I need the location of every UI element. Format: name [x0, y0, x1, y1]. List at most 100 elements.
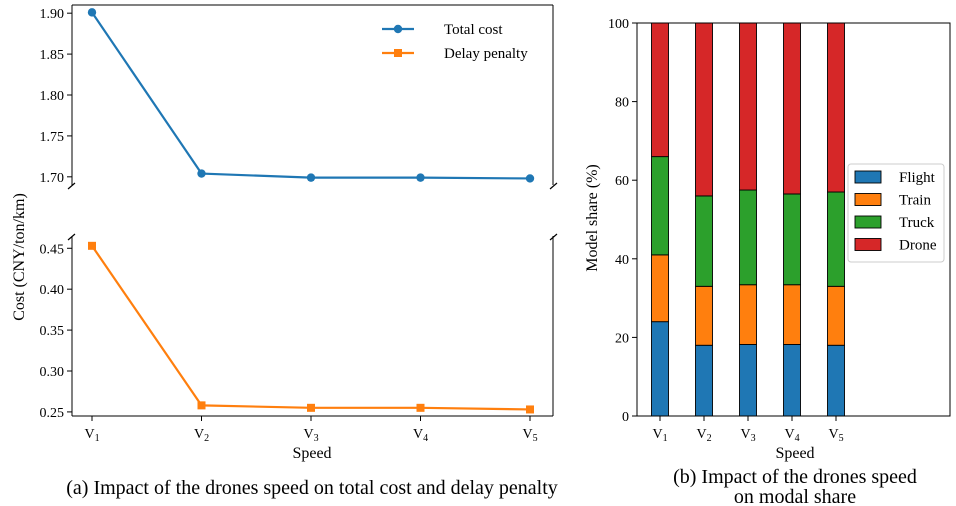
bar-train-v5 — [827, 285, 845, 346]
legend-swatch — [854, 193, 882, 206]
legend-label: Delay penalty — [444, 46, 528, 62]
bar-train-v2 — [695, 285, 713, 346]
x-tick-label: V4 — [413, 427, 428, 444]
legend-marker — [393, 24, 403, 34]
y-tick-label: 60 — [615, 174, 629, 189]
data-point — [525, 174, 535, 183]
y-tick-label: 0.25 — [40, 406, 65, 421]
data-point — [416, 403, 425, 412]
legend-item: Delay penalty — [382, 46, 528, 62]
bar-flight-v3 — [739, 344, 757, 417]
bar-train-v1 — [651, 254, 669, 323]
legend-item: Train — [854, 193, 931, 209]
bar-truck-v2 — [695, 195, 713, 287]
legend-label: Flight — [899, 170, 936, 186]
x-tick-label: V4 — [784, 427, 799, 444]
x-tick-label-base: V — [828, 427, 838, 442]
data-point — [307, 403, 315, 412]
x-tick-label-base: V — [84, 427, 94, 442]
legend-item: Truck — [854, 215, 935, 231]
x-tick-label-subscript: 5 — [839, 433, 844, 444]
x-tick-label-subscript: 3 — [314, 433, 319, 444]
data-point — [88, 241, 96, 250]
bar-train-v4 — [783, 284, 801, 345]
y-tick-label: 40 — [615, 253, 629, 268]
bar-drone-v5 — [827, 22, 845, 193]
x-tick-label-subscript: 1 — [95, 433, 100, 444]
bar-drone-v2 — [695, 22, 713, 197]
x-tick-label-base: V — [303, 427, 313, 442]
x-tick-label-subscript: 5 — [533, 433, 538, 444]
x-tick-label-base: V — [413, 427, 423, 442]
x-tick-label-subscript: 3 — [751, 433, 756, 444]
y-tick-label: 1.80 — [40, 89, 65, 104]
cost-chart: 1.70 1.75 1.80 1.85 1.90 0.25 0.30 0.35 0.40 0.4… — [11, 4, 558, 499]
x-tick-label-subscript: 4 — [795, 433, 800, 444]
bar-flight-v1 — [651, 321, 669, 417]
plot-frame — [636, 22, 951, 417]
y-axis-label: Cost (CNY/ton/km) — [11, 193, 28, 321]
y-tick-label: 20 — [615, 331, 629, 346]
bar-truck-v3 — [739, 189, 757, 286]
series-line-delay-penalty — [91, 245, 531, 411]
data-point — [306, 173, 316, 182]
data-point — [197, 169, 206, 178]
y-axis-label: Model share (%) — [584, 164, 601, 272]
caption-line-1: (b) Impact of the drones speed — [673, 466, 917, 488]
axis-break-mark — [67, 182, 76, 190]
legend-label: Train — [899, 193, 931, 209]
y-tick-label: 80 — [615, 96, 629, 111]
x-tick-label-base: V — [522, 427, 532, 442]
bar-drone-v4 — [783, 22, 801, 195]
y-tick-label: 1.70 — [40, 171, 65, 186]
y-tick-label: 0.30 — [40, 365, 65, 380]
legend-swatch — [854, 215, 882, 229]
x-tick-label-subscript: 4 — [423, 433, 428, 444]
legend-label: Total cost — [444, 22, 503, 38]
total-cost-panel: 1.70 1.75 1.80 1.85 1.90 — [40, 4, 558, 190]
data-point — [197, 401, 206, 410]
bar-truck-v4 — [783, 193, 801, 286]
legend-item: Total cost — [382, 22, 503, 38]
y-tick-label: 0 — [622, 410, 629, 425]
bar-flight-v4 — [783, 344, 801, 417]
x-tick-label-base: V — [194, 427, 204, 442]
x-tick-label-subscript: 2 — [204, 433, 209, 444]
x-tick-label-subscript: 2 — [707, 433, 712, 444]
x-tick-label: V1 — [652, 427, 667, 444]
x-axis-label: Speed — [775, 445, 814, 462]
data-point — [87, 8, 97, 17]
x-tick-label: V2 — [194, 427, 209, 444]
x-tick-label-subscript: 1 — [663, 433, 668, 444]
bar-train-v3 — [739, 284, 757, 345]
x-tick-label: V3 — [740, 427, 755, 444]
y-tick-label: 1.75 — [40, 130, 65, 145]
legend-swatch — [854, 170, 882, 184]
legend-item: Drone — [854, 238, 937, 254]
x-tick-label: V5 — [522, 427, 537, 444]
y-tick-label: 1.85 — [40, 48, 65, 63]
y-tick-label: 0.40 — [40, 283, 65, 298]
x-tick-label-base: V — [652, 427, 662, 442]
y-tick-label: 1.90 — [40, 7, 65, 22]
axis-break-mark — [549, 182, 558, 190]
y-tick-label: 0.35 — [40, 324, 65, 339]
bar-truck-v5 — [827, 191, 845, 287]
y-tick-label: 100 — [608, 17, 629, 32]
legend-label: Truck — [899, 215, 935, 231]
legend: Flight Train Truck Drone — [847, 163, 945, 263]
data-point — [526, 405, 534, 414]
x-tick-label: V3 — [303, 427, 318, 444]
bar-flight-v2 — [695, 344, 713, 417]
x-axis-label: Speed — [292, 445, 331, 462]
legend: Total cost Delay penalty — [382, 22, 528, 62]
x-tick-label: V5 — [828, 427, 843, 444]
axis-break-mark — [67, 233, 76, 241]
axis-break-mark — [549, 233, 558, 241]
x-tick-label-base: V — [696, 427, 706, 442]
y-tick-label: 0.45 — [40, 242, 65, 257]
